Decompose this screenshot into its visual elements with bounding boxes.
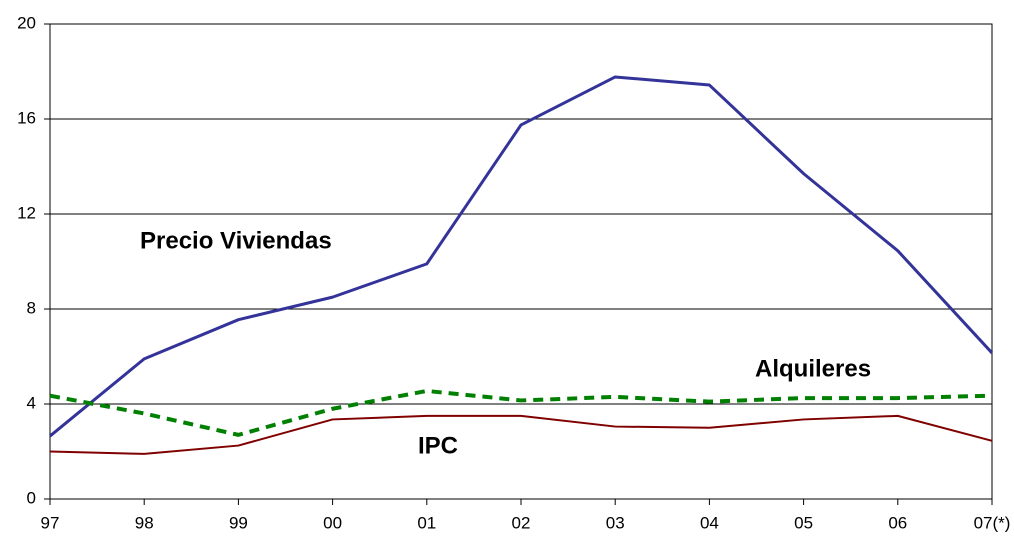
x-tick-label: 98	[135, 513, 154, 532]
series-label: Alquileres	[755, 355, 871, 382]
x-tick-label: 97	[41, 513, 60, 532]
x-tick-label: 00	[323, 513, 342, 532]
x-tick-label: 06	[888, 513, 907, 532]
y-tick-label: 0	[27, 488, 36, 507]
plot-border	[49, 23, 993, 500]
y-tick-label: 20	[17, 13, 36, 32]
x-tick-label: 01	[417, 513, 436, 532]
series-line	[49, 75, 994, 438]
series-label: IPC	[418, 432, 458, 459]
x-tick-label: 02	[512, 513, 531, 532]
x-tick-label: 04	[700, 513, 719, 532]
x-tick-label: 07(*)	[974, 513, 1011, 532]
series-label: Precio Viviendas	[140, 227, 332, 254]
x-tick-label: 99	[229, 513, 248, 532]
y-tick-label: 4	[27, 393, 36, 412]
x-tick-label: 03	[606, 513, 625, 532]
series-line	[49, 414, 993, 455]
y-tick-label: 12	[17, 203, 36, 222]
y-tick-label: 8	[27, 298, 36, 317]
x-tick-label: 05	[794, 513, 813, 532]
series-line	[49, 388, 993, 437]
y-tick-label: 16	[17, 108, 36, 127]
